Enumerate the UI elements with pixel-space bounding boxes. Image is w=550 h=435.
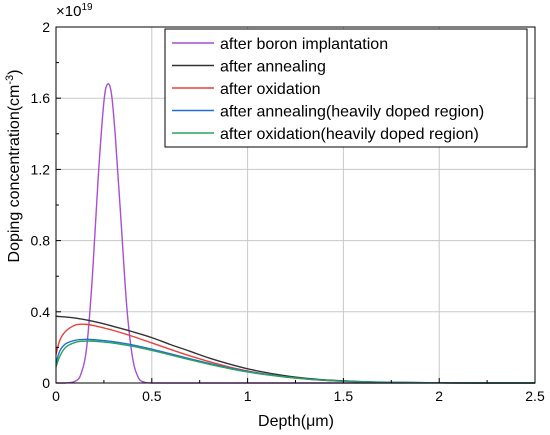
- legend-label-1: after boron implantation: [220, 36, 388, 53]
- y-tick-label: 0: [42, 375, 50, 391]
- y-axis-label: Doping concentration(cm-3): [4, 70, 23, 263]
- y-multiplier-base: ×10: [56, 3, 81, 20]
- y-tick-label: 2: [42, 19, 50, 35]
- y-tick-label: 1.2: [31, 161, 51, 177]
- series-line-2: [55, 315, 535, 384]
- x-tick-label: 0: [52, 388, 60, 404]
- y-axis-label-tail: ): [6, 70, 23, 75]
- x-tick-label: 1: [244, 388, 252, 404]
- y-tick-label: 0.4: [31, 304, 51, 320]
- y-axis-label-sup: -3: [4, 75, 16, 85]
- legend-label-3: after oxidation: [220, 81, 321, 98]
- x-tick-label: 2.5: [525, 388, 545, 404]
- legend: after boron implantation after annealing a…: [164, 28, 528, 148]
- legend-label-4: after annealing(heavily doped region): [220, 104, 484, 121]
- legend-items: after boron implantation after annealing a…: [172, 36, 484, 143]
- series-line-5: [55, 340, 536, 384]
- legend-label-2: after annealing: [220, 59, 326, 76]
- y-tick-label: 0.8: [31, 233, 51, 249]
- x-tick-label: 0.5: [142, 388, 162, 404]
- y-axis-label-main: Doping concentration(cm: [6, 85, 23, 263]
- x-tick-label: 1.5: [334, 388, 354, 404]
- legend-box: [164, 28, 528, 148]
- y-multiplier-exp: 19: [81, 2, 93, 13]
- series-line-3: [55, 323, 536, 384]
- y-multiplier: ×1019: [56, 2, 93, 20]
- legend-label-5: after oxidation(heavily doped region): [220, 126, 479, 143]
- y-tick-label: 1.6: [31, 90, 51, 106]
- x-tick-label: 2: [435, 388, 443, 404]
- x-axis-label: Depth(μm): [258, 413, 334, 430]
- axis-ticks: 0 0.5 1 1.5 2 2.5 0 0.4 0.8 1.2 1.6 2: [31, 19, 545, 404]
